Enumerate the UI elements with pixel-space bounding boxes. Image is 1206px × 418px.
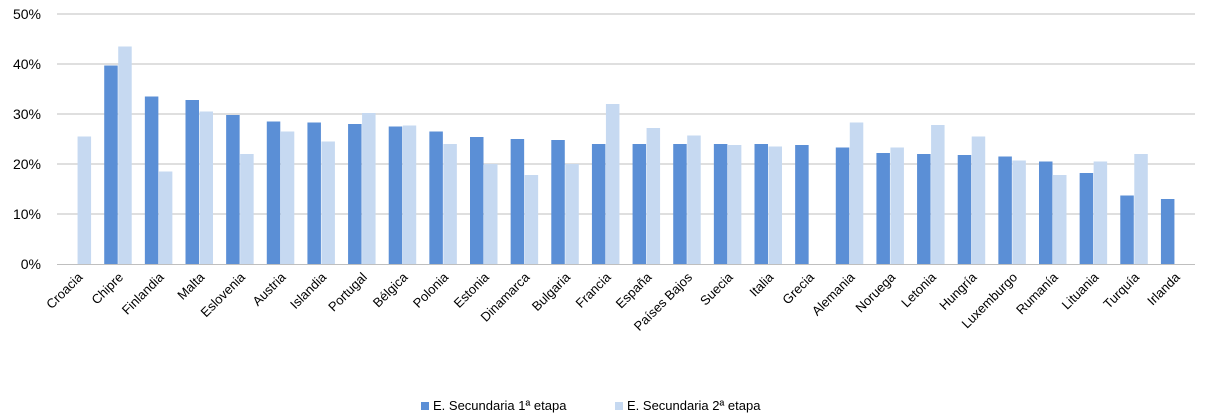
x-tick-label: Portugal [325, 269, 370, 314]
bar-series-1 [632, 144, 647, 264]
y-axis: 0% 10% 20% 30% 40% 50% [13, 6, 41, 272]
x-tick-label: Alemania [809, 269, 858, 318]
bar-series-1 [348, 124, 362, 264]
x-tick-label: Croacia [43, 269, 86, 312]
bar-series-2 [1053, 175, 1067, 264]
bar-series-2 [1012, 160, 1026, 264]
bar-series-1 [957, 155, 972, 264]
x-tick-label: Letonia [898, 269, 939, 310]
x-tick-label: Noruega [852, 269, 898, 315]
bar-series-1 [917, 154, 931, 264]
bar-series-1 [144, 96, 159, 264]
bar-series-1 [266, 121, 281, 264]
bar-series-1 [591, 144, 606, 264]
bar-series-2 [687, 135, 701, 264]
x-tick-label: Suecia [697, 269, 736, 308]
bar-series-1 [1079, 173, 1094, 264]
bar-series-1 [551, 140, 565, 264]
y-tick-label: 50% [13, 6, 41, 22]
bar-series-2 [362, 113, 376, 264]
bar-series-1 [1120, 195, 1134, 264]
x-tick-label: Turquía [1100, 269, 1142, 311]
bar-series-1 [876, 153, 890, 264]
x-tick-label: Malta [174, 269, 208, 303]
bar-series-1 [1039, 161, 1053, 264]
bar-series-2 [931, 125, 945, 264]
bar-series-1 [998, 156, 1012, 264]
bar-series-2 [890, 147, 904, 264]
legend-label-series-2: E. Secundaria 2ª etapa [627, 398, 761, 413]
bar-series-2 [971, 136, 986, 264]
bar-series-2 [199, 111, 213, 264]
x-tick-label: Austria [249, 269, 289, 309]
y-tick-label: 40% [13, 56, 41, 72]
bar-series-2 [524, 175, 539, 264]
bar-series-1 [429, 131, 443, 264]
bar-series-1 [185, 100, 199, 264]
x-tick-label: Chipre [88, 270, 126, 308]
legend-swatch-series-1 [421, 402, 429, 410]
bar-series-2 [565, 164, 579, 264]
y-tick-label: 10% [13, 206, 41, 222]
bar-series-2 [1093, 161, 1108, 264]
x-tick-label: Rumanía [1013, 269, 1061, 317]
x-tick-label: Polonia [410, 269, 452, 311]
bars [77, 46, 1175, 264]
x-tick-label: Lituania [1059, 269, 1102, 312]
legend-swatch-series-2 [615, 402, 623, 410]
bar-series-2 [118, 46, 132, 264]
bar-series-2 [240, 154, 254, 264]
x-tick-label: Bulgaria [529, 269, 574, 314]
y-tick-label: 0% [21, 256, 41, 272]
bar-series-1 [226, 115, 240, 264]
bar-series-1 [795, 145, 809, 264]
x-tick-label: Irlanda [1144, 269, 1183, 308]
legend: E. Secundaria 1ª etapa E. Secundaria 2ª … [421, 398, 761, 413]
bar-series-2 [646, 128, 661, 264]
bar-series-1 [470, 137, 484, 264]
legend-label-series-1: E. Secundaria 1ª etapa [433, 398, 567, 413]
bar-series-2 [77, 136, 92, 264]
y-tick-label: 30% [13, 106, 41, 122]
x-tick-label: Finlandia [119, 269, 167, 317]
bar-series-2 [321, 141, 335, 264]
bar-series-2 [484, 164, 498, 264]
y-tick-label: 20% [13, 156, 41, 172]
bar-series-1 [673, 144, 687, 264]
bar-series-1 [835, 147, 850, 264]
bar-series-2 [443, 144, 457, 264]
bar-series-1 [1160, 199, 1175, 264]
bar-series-2 [158, 171, 173, 264]
bar-series-2 [402, 125, 417, 264]
bar-series-1 [388, 126, 403, 264]
x-tick-label: Islandia [287, 269, 330, 312]
x-tick-label: Francia [573, 269, 615, 311]
bar-series-2 [280, 131, 295, 264]
bar-series-1 [510, 139, 525, 264]
bar-series-2 [1134, 154, 1148, 264]
x-tick-label: Bélgica [370, 269, 411, 310]
x-tick-label: Eslovenia [198, 269, 249, 320]
bar-series-1 [307, 122, 321, 264]
bar-series-1 [754, 144, 768, 264]
x-tick-label: Grecia [779, 269, 817, 307]
bar-series-2 [768, 146, 782, 264]
bar-series-2 [605, 104, 620, 264]
bar-series-2 [727, 145, 742, 264]
bar-series-2 [849, 122, 864, 264]
bar-series-1 [104, 65, 118, 264]
x-tick-label: Italia [746, 269, 777, 300]
bar-series-1 [713, 144, 728, 264]
